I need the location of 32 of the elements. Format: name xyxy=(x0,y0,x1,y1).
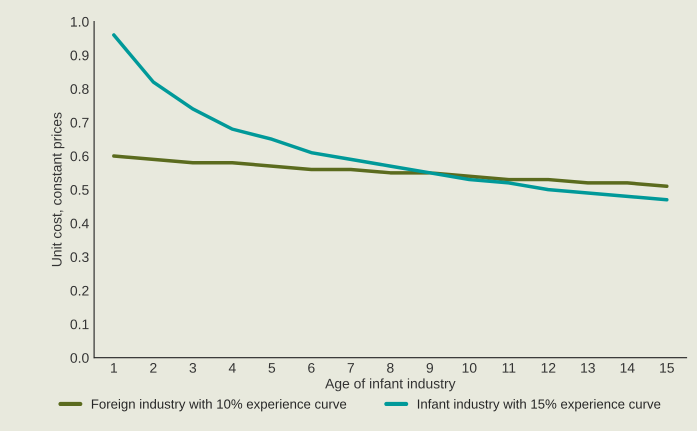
line-series xyxy=(112,33,669,202)
x-tick-label: 8 xyxy=(387,362,394,373)
y-tick-label: 0.3 xyxy=(70,252,89,262)
y-tick-label: 1.0 xyxy=(70,16,89,27)
x-tick-label: 3 xyxy=(190,362,196,373)
x-tick-label: 12 xyxy=(542,362,556,373)
x-tick-label: 9 xyxy=(426,362,434,373)
y-tick-label: 0.0 xyxy=(70,353,89,363)
x-tick-label: 13 xyxy=(581,362,595,373)
y-tick-label: 0.4 xyxy=(70,218,89,228)
x-tick-label: 11 xyxy=(502,363,516,373)
y-tick-label: 0.7 xyxy=(70,118,89,128)
x-tick-label: 6 xyxy=(308,362,315,373)
y-axis-title: Unit cost, constant prices xyxy=(51,112,64,266)
x-tick-label: 7 xyxy=(348,363,354,373)
y-tick-label: 0.5 xyxy=(70,184,89,195)
x-tick-label: 10 xyxy=(462,362,476,373)
x-tick-label: 5 xyxy=(268,363,276,373)
x-tick-label: 14 xyxy=(620,363,635,373)
line-series xyxy=(112,154,669,188)
x-tick-label: 2 xyxy=(150,362,157,373)
x-axis-title: Age of infant industry xyxy=(325,378,456,392)
y-tick-label: 0.8 xyxy=(70,84,89,94)
x-tick-label: 15 xyxy=(660,363,674,373)
y-tick-label: 0.9 xyxy=(70,50,89,60)
y-tick-label: 0.1 xyxy=(70,319,89,330)
x-tick-label: 4 xyxy=(228,363,236,373)
legend-label: Foreign industry with 10% experience curve xyxy=(92,399,346,412)
y-tick-label: 0.2 xyxy=(70,286,89,296)
x-tick-label: 1 xyxy=(111,363,118,373)
legend-label: Infant industry with 15% experience curve xyxy=(418,399,660,412)
y-tick-label: 0.6 xyxy=(70,151,89,162)
